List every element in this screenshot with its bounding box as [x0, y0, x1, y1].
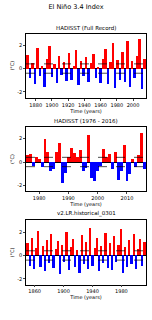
svg-text:1990: 1990 [62, 195, 75, 201]
svg-text:2: 2 [19, 42, 22, 48]
svg-text:Time (years): Time (years) [69, 294, 102, 301]
svg-text:HADISST (1976 - 2016): HADISST (1976 - 2016) [54, 118, 118, 124]
svg-text:1980: 1980 [115, 288, 128, 294]
svg-text:1980: 1980 [110, 102, 123, 108]
svg-text:1960: 1960 [94, 102, 107, 108]
svg-text:2: 2 [19, 135, 22, 141]
svg-text:-2: -2 [17, 182, 22, 188]
svg-text:1980: 1980 [33, 195, 46, 201]
svg-text:v2.LR.historical_0301: v2.LR.historical_0301 [57, 210, 116, 217]
svg-text:Time (years): Time (years) [69, 201, 102, 208]
svg-text:1880: 1880 [29, 102, 42, 108]
svg-text:0: 0 [19, 252, 22, 258]
svg-text:1900: 1900 [46, 102, 59, 108]
svg-text:(°C): (°C) [9, 154, 15, 164]
svg-text:HADISST (Full Record): HADISST (Full Record) [56, 25, 116, 31]
svg-text:-2: -2 [17, 276, 22, 282]
svg-text:1920: 1920 [62, 102, 75, 108]
svg-text:1900: 1900 [57, 288, 70, 294]
svg-text:1940: 1940 [78, 102, 91, 108]
svg-text:1860: 1860 [28, 288, 41, 294]
svg-text:0: 0 [19, 65, 22, 71]
svg-text:El Niño 3.4 Index: El Niño 3.4 Index [48, 3, 103, 11]
svg-text:(°C): (°C) [9, 248, 15, 258]
svg-text:0: 0 [19, 159, 22, 165]
svg-text:2: 2 [19, 229, 22, 235]
svg-text:-2: -2 [17, 89, 22, 95]
svg-text:Time (years): Time (years) [69, 108, 102, 115]
svg-text:2000: 2000 [91, 195, 104, 201]
svg-text:2010: 2010 [121, 195, 134, 201]
svg-text:(°C): (°C) [9, 61, 15, 71]
svg-text:1940: 1940 [86, 288, 99, 294]
svg-text:2000: 2000 [127, 102, 140, 108]
